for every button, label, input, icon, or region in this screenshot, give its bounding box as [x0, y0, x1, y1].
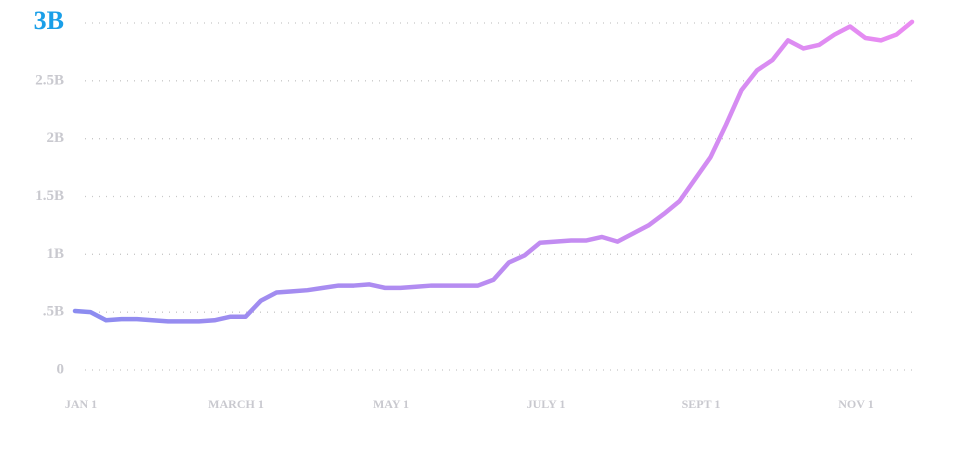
y-tick-label: 1B — [46, 246, 64, 262]
x-tick-label: NOV 1 — [838, 397, 873, 411]
x-tick-label: SEPT 1 — [682, 397, 721, 411]
x-tick-label: JAN 1 — [65, 397, 97, 411]
x-tick-label: MARCH 1 — [208, 397, 264, 411]
y-tick-label: .5B — [43, 304, 64, 320]
x-tick-label: JULY 1 — [527, 397, 566, 411]
x-tick-label: MAY 1 — [373, 397, 409, 411]
y-tick-label: 1.5B — [35, 188, 64, 204]
line — [72, 19, 915, 324]
y-tick-label: 2.5B — [35, 72, 64, 88]
y-tick-label: 2B — [46, 130, 64, 146]
y-tick-label: 0 — [57, 361, 65, 377]
y-tick-label: 3B — [34, 6, 64, 35]
